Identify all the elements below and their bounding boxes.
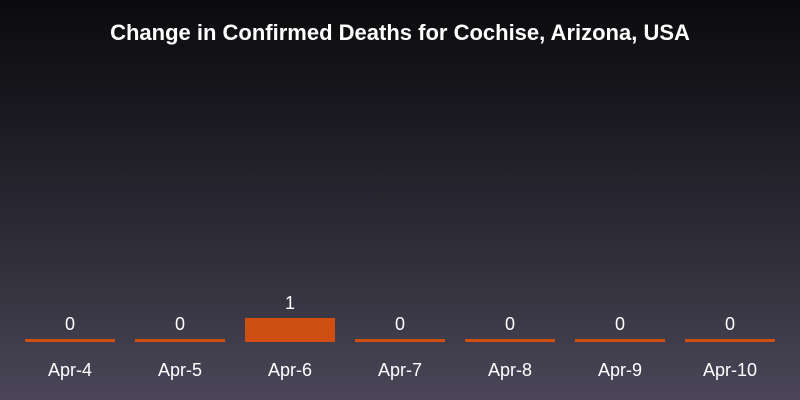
bar-Apr-7 xyxy=(355,339,445,342)
bar-Apr-9 xyxy=(575,339,665,342)
data-label-Apr-6: 1 xyxy=(285,293,295,313)
data-label-Apr-7: 0 xyxy=(395,314,405,334)
data-label-Apr-9: 0 xyxy=(615,314,625,334)
data-label-Apr-8: 0 xyxy=(505,314,515,334)
bar-Apr-6 xyxy=(245,318,335,342)
value-labels-layer: 0 0 1 0 0 0 0 xyxy=(65,293,735,334)
x-tick-label-Apr-8: Apr-8 xyxy=(488,360,532,380)
bars-layer xyxy=(25,318,775,342)
data-label-Apr-5: 0 xyxy=(175,314,185,334)
bar-Apr-5 xyxy=(135,339,225,342)
x-tick-label-Apr-4: Apr-4 xyxy=(48,360,92,380)
data-label-Apr-10: 0 xyxy=(725,314,735,334)
x-tick-label-Apr-5: Apr-5 xyxy=(158,360,202,380)
x-tick-label-Apr-9: Apr-9 xyxy=(598,360,642,380)
x-tick-label-Apr-10: Apr-10 xyxy=(703,360,757,380)
chart-title: Change in Confirmed Deaths for Cochise, … xyxy=(110,20,690,45)
data-label-Apr-4: 0 xyxy=(65,314,75,334)
bar-Apr-8 xyxy=(465,339,555,342)
tick-labels-layer: Apr-4 Apr-5 Apr-6 Apr-7 Apr-8 Apr-9 Apr-10 xyxy=(48,360,757,380)
x-tick-label-Apr-6: Apr-6 xyxy=(268,360,312,380)
bar-Apr-4 xyxy=(25,339,115,342)
x-tick-label-Apr-7: Apr-7 xyxy=(378,360,422,380)
bar-Apr-10 xyxy=(685,339,775,342)
